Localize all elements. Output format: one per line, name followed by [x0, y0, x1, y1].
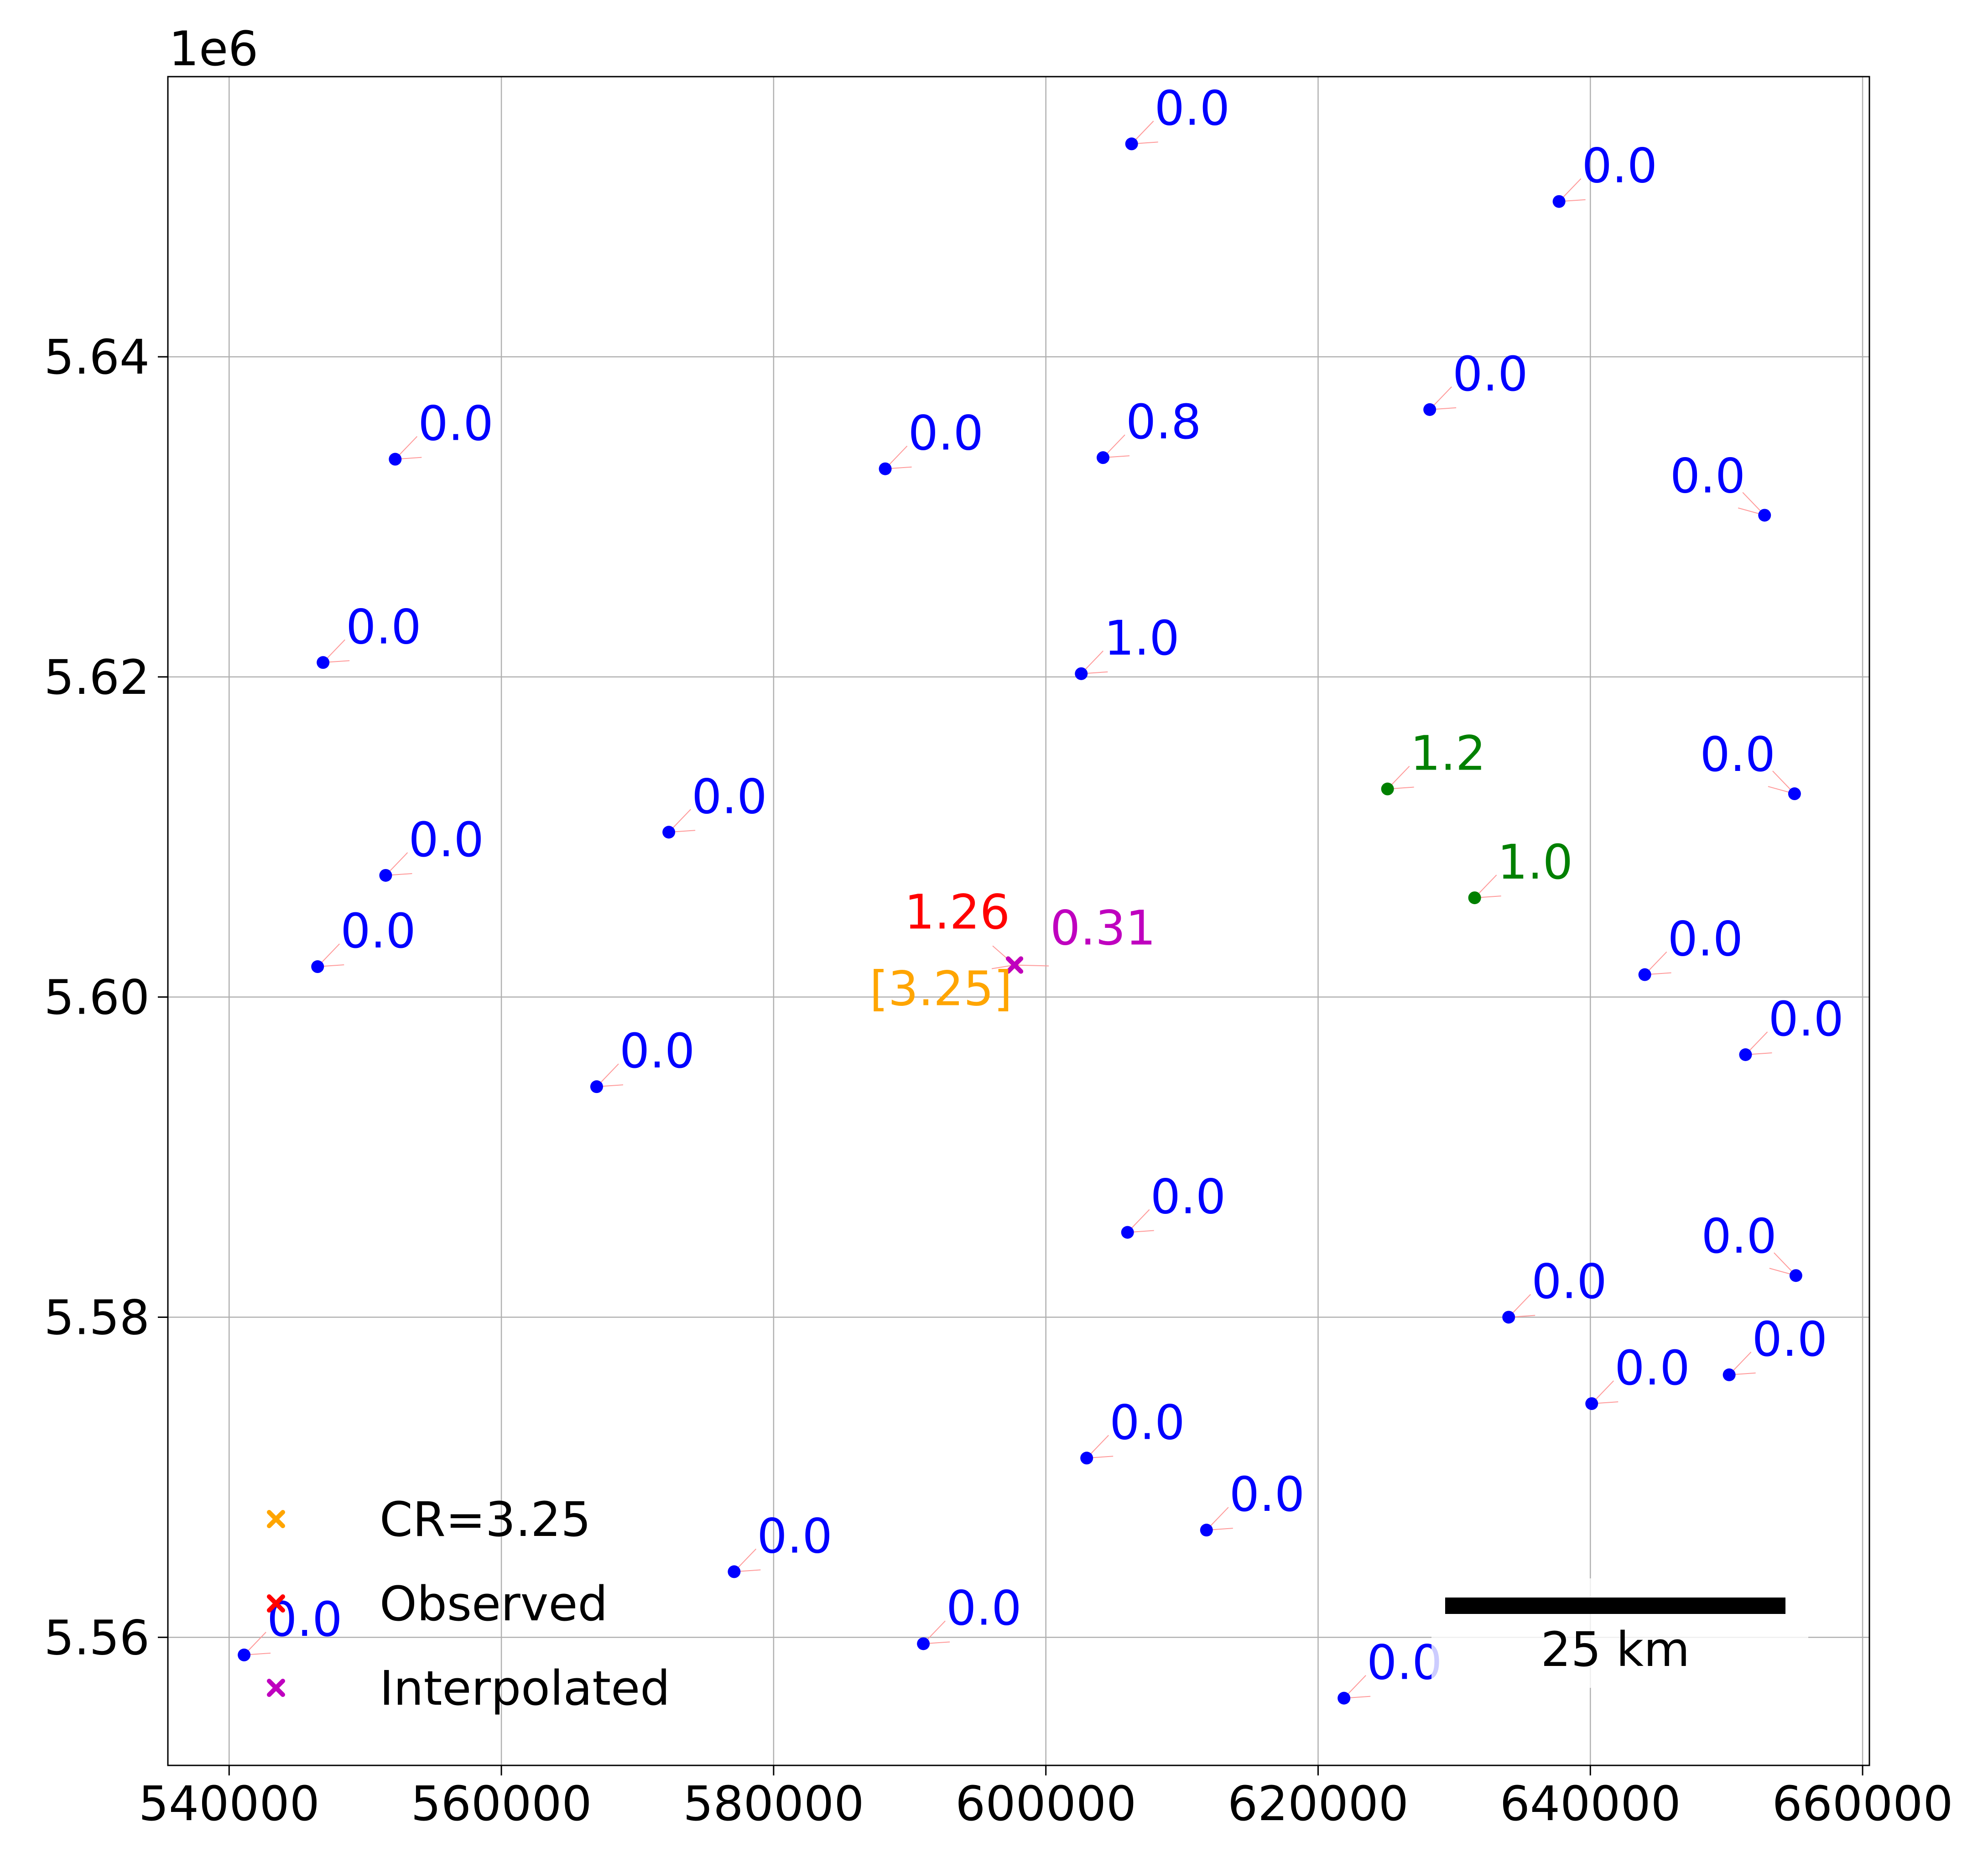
station-point: [1758, 509, 1771, 522]
station-label: 1.2: [1410, 726, 1486, 781]
station-label: 0.0: [1367, 1635, 1442, 1691]
station-labels: 0.00.00.00.0 0.0 0.80.00.0 1.01.2 0.00.00.0 1…: [267, 80, 1844, 1690]
station-label: 0.0: [1582, 138, 1657, 194]
y-tick-label: 5.58: [44, 1290, 150, 1345]
station-label: 0.0: [1614, 1340, 1690, 1396]
station-label: 0.0: [418, 396, 493, 452]
station-label: 0.0: [1670, 448, 1745, 504]
station-point: [1381, 782, 1394, 796]
station-label: 0.0: [1768, 991, 1843, 1047]
legend-marker-stroke-b: [267, 1679, 285, 1697]
station-label: 0.0: [1668, 911, 1743, 967]
legend-marker-stroke-b: [267, 1510, 285, 1528]
x-tick-label: 560000: [411, 1776, 592, 1832]
legend-marker-stroke-b: [267, 1594, 285, 1613]
station-point: [1638, 968, 1651, 981]
station-label: 0.0: [1109, 1395, 1185, 1450]
x-tick-label: 540000: [139, 1776, 320, 1832]
station-point: [1097, 451, 1110, 464]
target-location: 1.26 0.31 [3.25]: [869, 884, 1155, 1016]
y-axis-ticks: 5.56 5.58 5.60 5.62 5.64: [44, 329, 168, 1665]
station-point: [1739, 1048, 1752, 1062]
station-point: [662, 826, 676, 839]
y-tick-label: 5.64: [44, 329, 150, 385]
station-point: [1080, 1452, 1093, 1465]
cr-value-label: [3.25]: [869, 961, 1012, 1016]
legend: CR=3.25 Observed Interpolated: [267, 1492, 670, 1716]
station-point: [917, 1637, 930, 1650]
legend-marker: [267, 1594, 285, 1613]
station-label: 0.0: [408, 812, 484, 868]
interpolated-leader: [1015, 964, 1049, 967]
station-label: 0.0: [619, 1023, 695, 1079]
station-label: 0.0: [908, 406, 984, 461]
station-label: 0.0: [692, 769, 767, 824]
scale-bar-line: [1445, 1598, 1785, 1614]
legend-label: Observed: [380, 1576, 608, 1632]
station-label: 0.0: [346, 599, 421, 655]
station-point: [1585, 1397, 1598, 1410]
legend-marker: [267, 1510, 285, 1528]
station-label: 1.0: [1498, 834, 1573, 890]
x-axis-ticks: 540000 560000 580000 600000 620000 640000 6600…: [139, 1765, 1953, 1832]
station-point: [1337, 1691, 1351, 1705]
legend-marker: [267, 1679, 285, 1697]
x-tick-label: 640000: [1500, 1776, 1681, 1832]
station-points: [238, 137, 1802, 1705]
station-label: 0.0: [946, 1580, 1021, 1636]
x-tick-label: 580000: [683, 1776, 864, 1832]
station-point: [1200, 1524, 1213, 1537]
station-point: [311, 960, 324, 973]
y-tick-label: 5.56: [44, 1610, 150, 1665]
station-label: 0.0: [1229, 1467, 1305, 1522]
interpolated-value-label: 0.31: [1050, 900, 1156, 956]
x-tick-label: 660000: [1772, 1776, 1953, 1832]
station-point: [379, 869, 392, 882]
station-point: [1552, 195, 1566, 208]
station-point: [1125, 137, 1138, 151]
station-point: [1423, 403, 1436, 416]
x-tick-label: 620000: [1228, 1776, 1409, 1832]
y-tick-label: 5.62: [44, 650, 150, 705]
station-point: [1075, 667, 1088, 680]
station-label: 0.0: [1155, 80, 1230, 136]
station-point: [728, 1565, 741, 1578]
station-point: [1789, 1269, 1802, 1282]
scale-bar-label: 25 km: [1541, 1622, 1690, 1677]
station-point: [590, 1080, 603, 1093]
interpolated-marker: [1006, 956, 1024, 974]
station-point: [1788, 787, 1801, 801]
station-label: 1.0: [1104, 610, 1179, 666]
station-point: [317, 656, 330, 669]
observed-value-label: 1.26: [904, 884, 1010, 940]
grid-lines: [168, 77, 1869, 1765]
station-label: 0.0: [1150, 1169, 1226, 1225]
legend-label: Interpolated: [380, 1660, 670, 1716]
station-point: [1121, 1226, 1134, 1239]
station-label: 0.0: [1752, 1312, 1827, 1367]
station-point: [238, 1648, 251, 1661]
y-offset-label: 1e6: [169, 21, 258, 77]
station-label: 0.0: [1531, 1254, 1607, 1309]
station-label: 0.0: [1701, 1208, 1776, 1264]
interpolated-marker-stroke-b: [1006, 956, 1024, 974]
station-point: [1502, 1311, 1515, 1324]
station-point: [1468, 891, 1481, 905]
x-tick-label: 600000: [955, 1776, 1136, 1832]
station-label: 0.0: [1700, 727, 1775, 782]
station-label: 0.8: [1126, 394, 1201, 450]
station-label: 0.0: [1452, 346, 1528, 402]
legend-label: CR=3.25: [380, 1492, 591, 1547]
y-tick-label: 5.60: [44, 970, 150, 1025]
station-point: [1723, 1368, 1736, 1381]
plot-frame: [167, 76, 1870, 1766]
station-point: [389, 453, 402, 466]
station-label: 0.0: [757, 1508, 832, 1564]
station-label: 0.0: [340, 903, 416, 959]
scale-bar-background: [1431, 1578, 1808, 1688]
station-point: [879, 462, 892, 475]
scale-bar: 25 km: [1431, 1578, 1808, 1688]
